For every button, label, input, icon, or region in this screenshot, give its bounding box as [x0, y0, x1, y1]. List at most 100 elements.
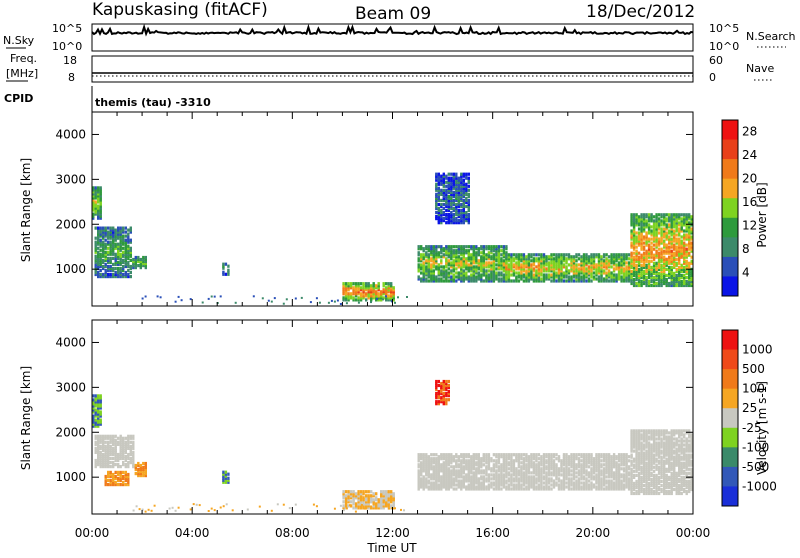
data-cell: [550, 273, 552, 276]
data-cell: [365, 494, 367, 497]
data-cell: [102, 453, 104, 456]
data-cell: [565, 257, 567, 260]
data-cell: [585, 469, 587, 472]
data-cell: [130, 239, 132, 242]
data-cell: [681, 217, 683, 220]
data-cell: [107, 257, 109, 260]
data-cell: [301, 297, 303, 299]
data-cell: [453, 245, 455, 248]
data-cell: [658, 476, 660, 479]
data-cell: [593, 457, 595, 460]
data-cell: [533, 267, 535, 270]
data-cell: [533, 453, 535, 456]
data-cell: [468, 189, 470, 192]
data-cell: [493, 253, 495, 256]
data-cell: [423, 475, 425, 478]
data-cell: [676, 268, 678, 271]
data-cell: [505, 245, 507, 248]
data-cell: [578, 253, 580, 256]
data-cell: [102, 435, 104, 438]
data-cell: [385, 490, 387, 493]
data-cell: [623, 467, 625, 470]
data-cell: [440, 175, 442, 178]
data-cell: [565, 253, 567, 256]
data-cell: [127, 461, 129, 464]
data-cell: [510, 253, 512, 256]
data-cell: [603, 453, 605, 456]
data-cell: [115, 463, 117, 466]
data-cell: [686, 260, 688, 263]
data-cell: [127, 453, 129, 456]
data-cell: [570, 255, 572, 258]
data-cell: [605, 475, 607, 478]
data-cell: [225, 273, 227, 276]
data-cell: [100, 186, 102, 189]
data-cell: [110, 461, 112, 464]
data-cell: [490, 481, 492, 484]
data-cell: [100, 394, 102, 397]
data-cell: [643, 270, 645, 273]
data-cell: [538, 461, 540, 464]
data-cell: [533, 257, 535, 260]
data-cell: [331, 300, 333, 302]
data-cell: [528, 455, 530, 458]
data-cell: [640, 254, 642, 257]
data-cell: [590, 253, 592, 256]
data-cell: [650, 242, 652, 245]
data-cell: [428, 479, 430, 482]
data-cell: [107, 227, 109, 230]
data-cell: [666, 458, 668, 461]
data-cell: [648, 223, 650, 226]
data-cell: [495, 267, 497, 270]
data-cell: [650, 266, 652, 269]
data-cell: [545, 465, 547, 468]
data-cell: [655, 464, 657, 467]
data-cell: [593, 275, 595, 278]
data-cell: [598, 275, 600, 278]
data-cell: [620, 467, 622, 470]
data-cell: [490, 245, 492, 248]
data-cell: [530, 253, 532, 256]
data-cell: [440, 463, 442, 466]
data-cell: [668, 223, 670, 226]
data-cell: [638, 256, 640, 259]
data-cell: [648, 244, 650, 247]
data-cell: [117, 453, 119, 456]
data-cell: [120, 227, 122, 230]
data-cell: [570, 275, 572, 278]
data-cell: [478, 477, 480, 480]
data-cell: [663, 213, 665, 216]
data-cell: [115, 243, 117, 246]
data-cell: [688, 262, 690, 265]
data-cell: [253, 295, 255, 297]
data-cell: [653, 254, 655, 257]
data-cell: [475, 485, 477, 488]
data-cell: [368, 490, 370, 493]
data-cell: [588, 471, 590, 474]
data-cell: [137, 468, 139, 471]
noise-right-label: N.Search: [746, 30, 796, 43]
data-cell: [618, 261, 620, 264]
data-cell: [620, 275, 622, 278]
data-cell: [493, 459, 495, 462]
data-cell: [342, 282, 344, 285]
data-cell: [468, 275, 470, 278]
data-cell: [671, 250, 673, 253]
data-cell: [130, 445, 132, 448]
data-cell: [142, 256, 144, 259]
data-cell: [493, 463, 495, 466]
data-cell: [214, 296, 216, 298]
data-cell: [630, 460, 632, 463]
data-cell: [97, 394, 99, 397]
data-cell: [550, 279, 552, 282]
data-cell: [127, 229, 129, 232]
data-cell: [460, 245, 462, 248]
data-cell: [645, 462, 647, 465]
data-cell: [683, 213, 685, 216]
data-cell: [375, 502, 377, 505]
beam-label: Beam 09: [355, 4, 431, 24]
data-cell: [643, 246, 645, 249]
data-cell: [132, 435, 134, 438]
data-cell: [528, 253, 530, 256]
data-cell: [543, 485, 545, 488]
